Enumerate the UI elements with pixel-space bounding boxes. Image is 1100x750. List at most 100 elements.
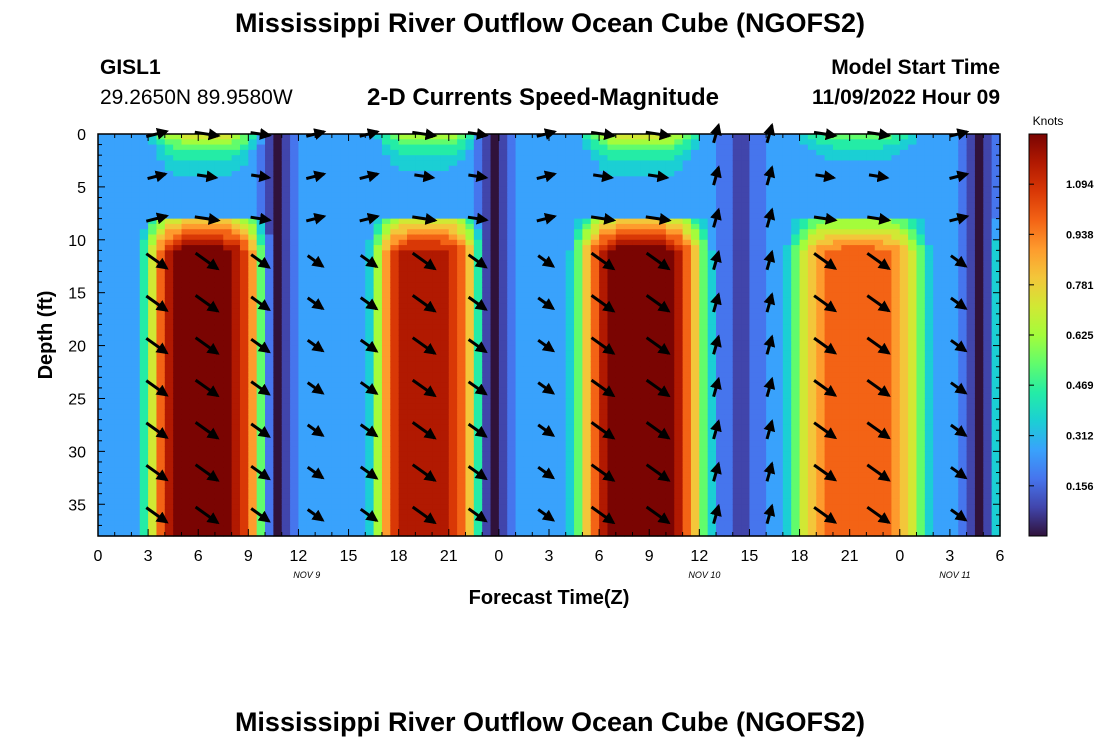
heatmap-cell xyxy=(198,461,208,468)
heatmap-cell xyxy=(381,430,391,437)
heatmap-cell xyxy=(106,472,116,479)
heatmap-cell xyxy=(273,165,283,172)
heatmap-cell xyxy=(290,208,300,214)
heatmap-cell xyxy=(423,223,433,230)
heatmap-cell xyxy=(574,276,584,283)
heatmap-cell xyxy=(106,266,116,273)
heatmap-cell xyxy=(557,530,567,537)
heatmap-cell xyxy=(582,234,592,241)
heatmap-cell xyxy=(139,260,149,267)
heatmap-cell xyxy=(473,324,483,331)
heatmap-cell xyxy=(465,287,475,294)
heatmap-cell xyxy=(273,472,283,479)
heatmap-cell xyxy=(223,197,233,204)
heatmap-cell xyxy=(398,350,408,357)
heatmap-cell xyxy=(498,223,508,230)
heatmap-cell xyxy=(407,419,416,426)
heatmap-cell xyxy=(507,377,517,384)
heatmap-cell xyxy=(290,266,300,273)
heatmap-cell xyxy=(624,308,634,315)
heatmap-cell xyxy=(465,276,475,283)
heatmap-cell xyxy=(507,340,517,347)
heatmap-cell xyxy=(189,345,199,352)
heatmap-cell xyxy=(181,213,191,220)
heatmap-cell xyxy=(173,514,183,521)
heatmap-cell xyxy=(256,451,266,458)
heatmap-cell xyxy=(315,313,325,320)
heatmap-cell xyxy=(273,377,283,384)
heatmap-cell xyxy=(557,149,567,156)
heatmap-cell xyxy=(615,202,625,209)
heatmap-cell xyxy=(540,160,550,167)
heatmap-cell xyxy=(290,292,300,299)
heatmap-cell xyxy=(265,483,274,489)
heatmap-cell xyxy=(381,239,391,246)
heatmap-cell xyxy=(473,181,483,188)
heatmap-cell xyxy=(214,239,224,246)
heatmap-cell xyxy=(565,208,575,214)
heatmap-cell xyxy=(490,403,500,410)
heatmap-cell xyxy=(599,488,609,495)
heatmap-cell xyxy=(131,435,141,442)
heatmap-cell xyxy=(156,287,166,294)
heatmap-cell xyxy=(448,435,458,442)
heatmap-cell xyxy=(306,171,316,177)
heatmap-cell xyxy=(331,435,341,442)
heatmap-cell xyxy=(356,451,366,458)
heatmap-cell xyxy=(440,509,450,516)
heatmap-cell xyxy=(373,372,383,378)
heatmap-cell xyxy=(131,176,141,183)
heatmap-cell xyxy=(457,176,467,183)
heatmap-cell xyxy=(139,393,149,400)
heatmap-cell xyxy=(356,234,366,241)
heatmap-cell xyxy=(523,223,533,230)
heatmap-cell xyxy=(298,144,308,151)
heatmap-cell xyxy=(599,414,609,421)
heatmap-cell xyxy=(365,292,375,299)
heatmap-cell xyxy=(423,250,433,257)
heatmap-cell xyxy=(139,424,149,431)
heatmap-cell xyxy=(265,181,274,188)
heatmap-cell xyxy=(448,414,458,421)
heatmap-cell xyxy=(407,165,416,172)
heatmap-cell xyxy=(98,498,107,505)
heatmap-cell xyxy=(457,414,467,421)
heatmap-cell xyxy=(98,266,107,273)
heatmap-cell xyxy=(390,440,400,447)
heatmap-cell xyxy=(315,335,325,341)
heatmap-cell xyxy=(189,308,199,315)
heatmap-cell xyxy=(340,472,350,479)
heatmap-cell xyxy=(440,446,450,452)
heatmap-cell xyxy=(373,144,383,151)
heatmap-cell xyxy=(189,456,199,463)
heatmap-cell xyxy=(440,255,450,262)
heatmap-cell xyxy=(139,461,149,468)
heatmap-cell xyxy=(131,340,141,347)
heatmap-cell xyxy=(557,372,567,378)
heatmap-cell xyxy=(164,377,174,384)
heatmap-cell xyxy=(582,382,592,389)
heatmap-cell xyxy=(599,451,609,458)
heatmap-cell xyxy=(298,451,308,458)
heatmap-cell xyxy=(114,387,124,394)
heatmap-cell xyxy=(415,239,425,246)
heatmap-cell xyxy=(498,276,508,283)
heatmap-cell xyxy=(356,186,366,193)
heatmap-cell xyxy=(323,287,333,294)
heatmap-cell xyxy=(173,208,183,214)
heatmap-cell xyxy=(164,440,174,447)
heatmap-cell xyxy=(523,324,533,331)
heatmap-cell xyxy=(507,382,517,389)
heatmap-cell xyxy=(440,144,450,151)
heatmap-cell xyxy=(123,245,133,251)
heatmap-cell xyxy=(365,414,375,421)
heatmap-cell xyxy=(490,382,500,389)
heatmap-cell xyxy=(515,271,525,278)
heatmap-cell xyxy=(356,483,366,489)
heatmap-cell xyxy=(640,139,650,146)
heatmap-cell xyxy=(298,297,308,304)
heatmap-cell xyxy=(490,488,500,495)
heatmap-cell xyxy=(565,366,575,373)
heatmap-cell xyxy=(607,525,617,532)
heatmap-cell xyxy=(490,409,500,415)
